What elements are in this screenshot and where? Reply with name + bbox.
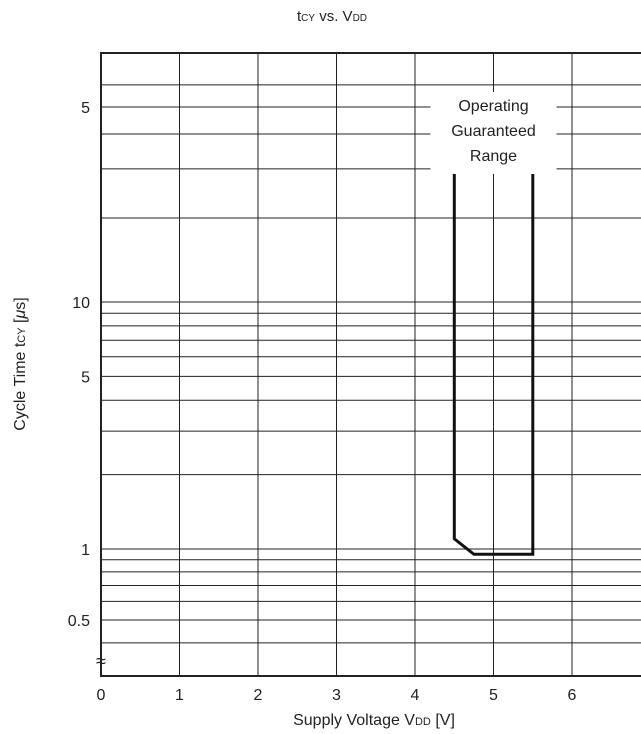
x-tick-label: 5 [489, 687, 498, 704]
annotation-text-line: Guaranteed [451, 123, 536, 140]
y-tick-label: 5 [81, 369, 90, 386]
grid [100, 53, 641, 676]
annotation-text-line: Operating [458, 98, 528, 115]
x-tick-label: 6 [568, 687, 577, 704]
annotation-background [430, 92, 557, 174]
y-axis-label: Cycle Time tCY [μs] [12, 297, 29, 430]
y-tick-label: 5 [81, 100, 90, 117]
annotation-layer: Operating Guaranteed Range [430, 92, 557, 174]
x-tick-label: 1 [175, 687, 184, 704]
y-tick-label: 0.5 [68, 613, 90, 630]
x-tick-label: 2 [254, 687, 263, 704]
y-tick-label: 10 [72, 295, 90, 312]
axis-break-symbol: ≈ [96, 651, 106, 671]
chart-title: tCY vs. VDD [297, 8, 367, 25]
x-tick-label: 0 [97, 687, 106, 704]
x-tick-labels: 0 1 2 3 4 5 6 [97, 687, 577, 704]
plot-frame [100, 52, 641, 677]
x-tick-label: 4 [411, 687, 420, 704]
y-tick-label: 1 [81, 542, 90, 559]
x-axis-label: Supply Voltage VDD [V] [293, 712, 455, 729]
x-tick-label: 3 [332, 687, 341, 704]
annotation-text-line: Range [470, 148, 517, 165]
